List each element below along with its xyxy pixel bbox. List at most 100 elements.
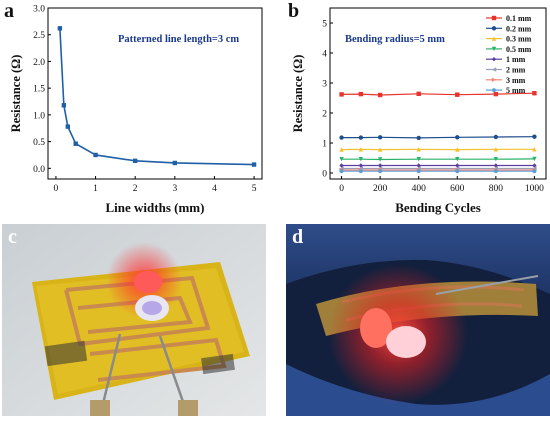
chart-a-ytick-label: 0.5 — [33, 138, 45, 148]
chart-b-plot-frame — [329, 7, 547, 180]
chart-b-legend-marker — [491, 15, 497, 21]
chart-b-legend-label: 0.5 mm — [506, 45, 532, 54]
chart-a-point — [57, 26, 63, 31]
chart-b-point — [339, 135, 344, 140]
chart-b-point — [455, 135, 460, 140]
chart-b-ytick-label: 3 — [322, 80, 327, 90]
chart-b-line — [341, 158, 535, 161]
chart-b-point — [416, 147, 421, 152]
photo-c-led-circuit: c — [2, 224, 266, 416]
chart-a-ytick-label: 1.5 — [33, 85, 45, 95]
chart-b-point — [377, 163, 383, 168]
chart-a-ytick-label: 2.5 — [33, 31, 45, 41]
chart-b-point — [493, 169, 499, 174]
chart-b-point — [358, 147, 364, 152]
chart-b-legend-marker — [491, 46, 497, 52]
chart-b-legend-label: 0.1 mm — [506, 14, 532, 23]
chart-b-legend-entry: 5 mm — [486, 86, 526, 95]
chart-b-annotation: Bending radius=5 mm — [345, 34, 445, 45]
chart-b-legend-label: 0.2 mm — [506, 24, 532, 33]
chart-b-legend-marker — [491, 57, 497, 62]
chart-b-point — [532, 147, 537, 152]
chart-b-point — [493, 91, 499, 97]
chart-a-ylabel: Resistance (Ω) — [9, 55, 23, 133]
chart-b-legend-label: 2 mm — [506, 66, 526, 75]
chart-b-series — [339, 91, 537, 98]
chart-b-series — [339, 156, 537, 162]
chart-b-point — [416, 169, 421, 174]
chart-b-point — [532, 134, 537, 139]
photo-c-illustration — [2, 224, 266, 416]
chart-b-legend-label: 1 mm — [506, 55, 526, 64]
chart-b-legend-label: 3 mm — [506, 76, 526, 85]
panel-label-a: a — [4, 0, 14, 22]
chart-b-line — [341, 136, 535, 139]
chart-b-point — [416, 157, 421, 162]
chart-a-plot-frame — [47, 7, 263, 180]
chart-b-legend-entry: 0.5 mm — [486, 45, 532, 54]
chart-b-series — [339, 147, 537, 152]
chart-b-series — [339, 134, 537, 141]
chart-a-ytick-label: 3.0 — [33, 5, 45, 15]
photo-d-bent-circuit: d — [286, 224, 550, 416]
chart-b-point — [339, 92, 344, 97]
chart-b-point — [377, 169, 383, 174]
chart-b-point — [416, 163, 421, 168]
chart-b-point — [339, 157, 344, 162]
chart-a-ytick-label: 1.0 — [33, 111, 45, 121]
chart-b-point — [358, 169, 364, 174]
chart-b-point — [455, 157, 460, 162]
chart-a-ytick-label: 0.0 — [33, 165, 45, 175]
chart-a-point — [172, 160, 178, 166]
chart-b-ytick-label: 0 — [322, 170, 327, 180]
chart-b-point — [358, 163, 364, 168]
chart-b-xtick-label: 600 — [450, 184, 465, 194]
chart-b-point — [493, 157, 499, 162]
chart-b-point — [532, 156, 537, 162]
chart-b-point — [377, 135, 383, 140]
chart-b-point — [532, 91, 537, 96]
chart-b-point — [455, 169, 460, 174]
chart-b-point — [339, 163, 344, 168]
chart-b-point — [455, 163, 460, 168]
chart-b-point — [493, 163, 499, 168]
chart-b-legend-label: 0.3 mm — [506, 35, 532, 44]
panel-label-b: b — [288, 0, 300, 22]
chart-b-legend-entry: 1 mm — [486, 55, 526, 64]
chart-a-point — [132, 158, 138, 164]
chart-b-ytick-label: 1 — [322, 140, 327, 150]
chart-b-ytick-label: 5 — [322, 20, 327, 30]
chart-a-annotation: Patterned line length=3 cm — [118, 34, 239, 45]
chart-a-xtick-label: 1 — [93, 184, 98, 194]
chart-a-xtick-label: 2 — [133, 184, 138, 194]
chart-b-point — [532, 169, 537, 174]
chart-b-xtick-label: 800 — [489, 184, 504, 194]
chart-b-point — [416, 135, 421, 141]
chart-b-point — [493, 134, 499, 140]
chart-b-xtick-label: 400 — [412, 184, 427, 194]
chart-b-point — [358, 135, 364, 140]
chart-b-legend-marker — [491, 77, 497, 82]
chart-b-legend-marker — [491, 88, 497, 93]
chart-b-point — [493, 147, 499, 152]
chart-b-legend-marker — [491, 36, 497, 41]
chart-a-xlabel: Line widths (mm) — [106, 200, 205, 215]
chart-b-point — [377, 92, 383, 98]
chart-b-legend-entry: 2 mm — [486, 66, 526, 75]
chart-b-legend-entry: 0.2 mm — [486, 24, 532, 33]
chart-b-point — [377, 157, 383, 162]
chart-b-xtick-label: 200 — [373, 184, 388, 194]
chart-b-xlabel: Bending Cycles — [395, 200, 481, 215]
chart-a-xtick-label: 4 — [212, 184, 217, 194]
chart-a-line — [59, 28, 255, 166]
chart-b-point — [416, 91, 421, 96]
chart-b-point — [358, 91, 364, 97]
chart-a-point — [73, 141, 78, 146]
chart-b-legend-marker — [491, 26, 497, 31]
figure-charts: 0 1 2 3 4 5 0.0 0.5 1.0 1.5 2.0 2.5 3.0 Line widths (… — [9, 5, 547, 215]
chart-b-point — [377, 147, 383, 152]
panel-label-c: c — [8, 226, 17, 248]
photo-d-illustration — [286, 224, 550, 416]
chart-b-legend-entry: 0.1 mm — [486, 14, 532, 23]
chart-a-point — [61, 103, 67, 108]
